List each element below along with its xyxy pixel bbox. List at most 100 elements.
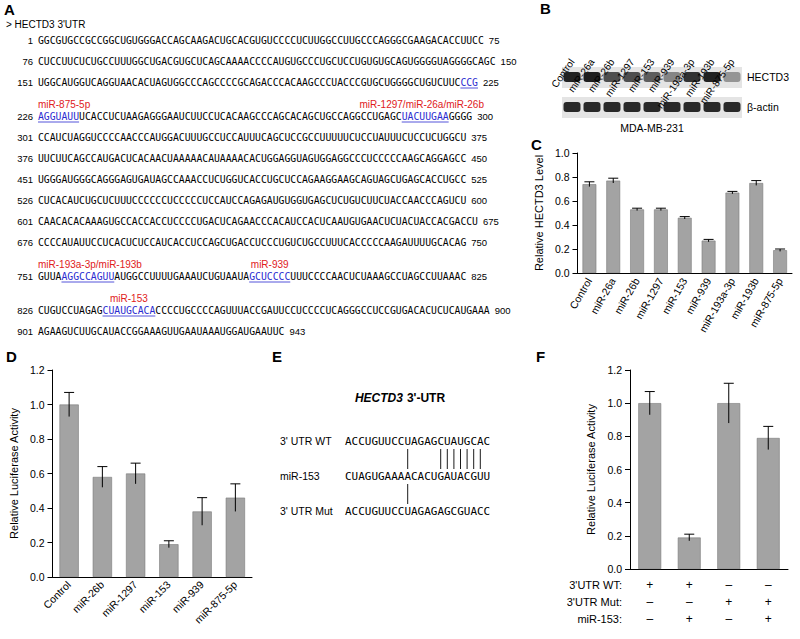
svg-text:Relative HECTD3 Level: Relative HECTD3 Level [533,155,545,271]
svg-text:CUAGUGAAAACACUGAUACGUU: CUAGUGAAAACACUGAUACGUU [345,470,490,483]
svg-text:miR-875-5p: miR-875-5p [748,276,785,329]
svg-text:–: – [646,595,653,609]
svg-text:901: 901 [17,326,33,337]
svg-text:Relative Luciferase Activity: Relative Luciferase Activity [8,408,20,539]
svg-text:943: 943 [289,326,305,337]
svg-text:HECTD33'-UTR: HECTD33'-UTR [355,391,446,405]
svg-text:miR-153: miR-153 [280,470,320,482]
svg-text:+: + [765,595,772,609]
svg-text:825: 825 [471,271,487,282]
svg-text:826: 826 [17,305,33,316]
svg-text:MDA-MB-231: MDA-MB-231 [620,122,684,134]
svg-text:0.2: 0.2 [555,243,570,255]
svg-text:CAACACACAAAGUGCCACCACCUCCCCUGA: CAACACACAAAGUGCCACCACCUCCCCUGACUCAGAACCC… [38,216,478,227]
svg-text:UGGGAUGGGCAGGGAGUGAUAGCCAAACCU: UGGGAUGGGCAGGGAGUGAUAGCCAAACCUCUGGUCACCU… [38,174,466,185]
svg-text:0.0: 0.0 [555,267,570,279]
svg-text:225: 225 [483,77,499,88]
svg-text:601: 601 [17,216,33,227]
svg-text:76: 76 [22,56,33,67]
svg-text:miR-153: miR-153 [137,579,173,615]
svg-text:0.6: 0.6 [555,195,570,207]
svg-text:226: 226 [17,111,33,122]
svg-text:1.2: 1.2 [30,364,45,376]
svg-text:300: 300 [477,111,493,122]
svg-text:CUCACAUCUGCUCUUUCCCCCCUCCCCCUC: CUCACAUCUGCUCUUUCCCCCCUCCCCCUCCAUCCAGAGA… [38,195,466,206]
svg-text:75: 75 [489,35,500,46]
svg-text:0.6: 0.6 [30,468,45,480]
svg-text:375: 375 [471,132,487,143]
svg-text:1.2: 1.2 [607,364,622,376]
svg-text:3'UTR WT:: 3'UTR WT: [569,579,622,591]
svg-text:450: 450 [471,153,487,164]
svg-text:675: 675 [483,216,499,227]
svg-text:+: + [686,612,693,626]
svg-text:CCAUCUAGGUCCCCAACCCAUGGACUUUGC: CCAUCUAGGUCCCCAACCCAUGGACUUUGCCUCCAUUUCA… [38,132,466,143]
svg-text:0.8: 0.8 [555,171,570,183]
svg-text:+: + [646,578,653,592]
svg-text:0.6: 0.6 [607,464,622,476]
svg-text:miR-875-5p: miR-875-5p [38,99,91,110]
svg-text:UGGCAUGGUCAGGUAACACUAGUGGCCCAG: UGGCAUGGUCAGGUAACACUAGUGGCCCAGCCCCGCAGAC… [38,77,478,88]
svg-text:miR-939: miR-939 [251,259,289,270]
svg-text:750: 750 [471,237,487,248]
svg-text:301: 301 [17,132,33,143]
svg-text:3' UTR WT: 3' UTR WT [280,435,332,447]
svg-text:0.4: 0.4 [30,502,45,514]
svg-text:Relative Luciferase Activity: Relative Luciferase Activity [585,404,597,535]
svg-text:miR-193a-3p/miR-193b: miR-193a-3p/miR-193b [38,259,142,270]
svg-text:1.0: 1.0 [607,397,622,409]
svg-text:1.0: 1.0 [555,147,570,159]
svg-text:D: D [6,348,17,365]
svg-text:0.4: 0.4 [607,497,622,509]
svg-text:–: – [686,595,693,609]
svg-text:751: 751 [17,271,33,282]
svg-text:451: 451 [17,174,33,185]
svg-text:0.2: 0.2 [607,530,622,542]
svg-text:+: + [765,612,772,626]
svg-text:UUCUUCAGCCAUGACUCACAACUAAAAACA: UUCUUCAGCCAUGACUCACAACUAAAAACAUAAAACACUG… [38,153,466,164]
svg-text:Control: Control [41,579,73,611]
svg-text:–: – [725,612,732,626]
svg-text:GGCGUGCCGCCGGCUGUGGGACCAGCAAGA: GGCGUGCCGCCGGCUGUGGGACCAGCAAGACUGCACGUGU… [38,35,484,46]
svg-text:ACCUGUUCCUAGAGCUAUGCAC: ACCUGUUCCUAGAGCUAUGCAC [345,435,490,448]
svg-text:0.2: 0.2 [30,537,45,549]
svg-text:–: – [765,578,772,592]
svg-text:A: A [4,1,15,18]
svg-text:600: 600 [471,195,487,206]
svg-text:525: 525 [471,174,487,185]
svg-text:CCCCAUAUUCCUCACUCUCCAUCACCUCCA: CCCCAUAUUCCUCACUCUCCAUCACCUCCAGCUGACCUCC… [38,237,466,248]
svg-text:C: C [531,136,542,153]
svg-text:–: – [646,612,653,626]
svg-text:151: 151 [17,77,33,88]
svg-text:AGGUAUUUCACCUCUAAGAGGGAAUCUUCC: AGGUAUUUCACCUCUAAGAGGGAAUCUUCCUCACAAGCCC… [38,111,472,122]
svg-text:676: 676 [17,237,33,248]
svg-text:ACCUGUUCCUAGAGAGCGUACC: ACCUGUUCCUAGAGAGCGUACC [345,505,490,518]
svg-text:E: E [272,348,282,365]
svg-text:miR-1297/miR-26a/miR-26b: miR-1297/miR-26a/miR-26b [360,99,485,110]
svg-text:miR-875-5p: miR-875-5p [193,579,240,626]
svg-text:526: 526 [17,195,33,206]
svg-text:1: 1 [28,35,33,46]
svg-text:+: + [725,595,732,609]
svg-text:> HECTD3 3'UTR: > HECTD3 3'UTR [6,19,85,30]
svg-text:0.8: 0.8 [607,430,622,442]
svg-text:miR-193a-3p: miR-193a-3p [697,276,737,334]
svg-text:CUCCUUCUCUGCCUUUGGCUGACGUGCUCA: CUCCUUCUCUGCCUUUGGCUGACGUGCUCAGCAAAACCCC… [38,56,496,67]
svg-text:1.0: 1.0 [30,399,45,411]
svg-text:F: F [536,348,545,365]
svg-text:CUGUCCUAGAGCUAUGCACACCCCUGCCCC: CUGUCCUAGAGCUAUGCACACCCCUGCCCCAGUUUACCGA… [38,305,490,316]
svg-text:miR-153: miR-153 [110,293,148,304]
svg-text:0.4: 0.4 [555,219,570,231]
svg-text:900: 900 [495,305,511,316]
svg-text:B: B [540,0,551,17]
svg-text:0.8: 0.8 [30,433,45,445]
svg-text:HECTD3: HECTD3 [747,71,789,83]
svg-text:miR-1297: miR-1297 [633,276,665,321]
svg-text:0.0: 0.0 [607,563,622,575]
svg-text:Control: Control [568,276,594,311]
svg-text:+: + [686,578,693,592]
svg-text:150: 150 [501,56,517,67]
svg-text:376: 376 [17,153,33,164]
svg-text:miR-1297: miR-1297 [100,579,140,619]
svg-text:3' UTR Mut: 3' UTR Mut [280,505,333,517]
